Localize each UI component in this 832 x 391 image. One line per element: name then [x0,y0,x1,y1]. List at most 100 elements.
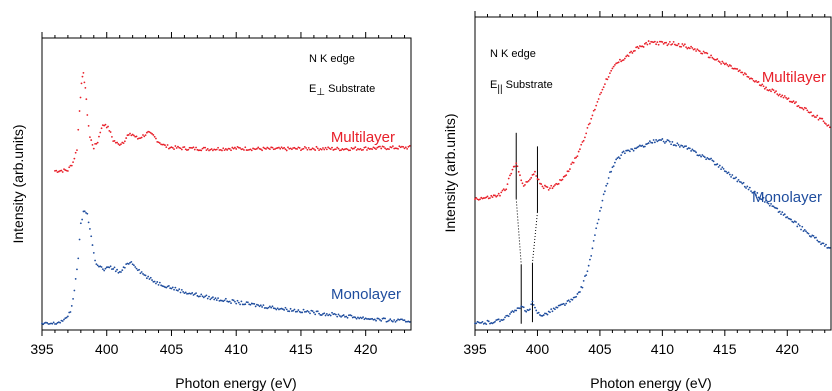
data-point [591,114,594,117]
data-point [602,86,605,89]
data-point [623,152,626,155]
data-point [402,145,405,148]
data-point [289,307,292,310]
data-point [217,297,219,299]
data-point [524,309,526,312]
data-point [782,96,785,99]
right-x-tick-label: 410 [651,341,675,357]
data-point [691,47,694,49]
data-point [244,146,247,149]
data-point [279,147,282,150]
data-point [327,146,330,149]
data-point [547,188,550,191]
right-pol-sub: || [497,84,502,95]
data-point [73,289,76,292]
data-point [698,154,701,157]
data-point [648,42,651,45]
data-point [306,309,309,312]
data-point [231,146,234,149]
data-point [355,317,358,320]
data-point [253,303,256,305]
data-point [380,319,383,322]
data-point [623,57,626,60]
data-point [215,148,218,151]
data-point [738,69,741,72]
data-point [138,137,141,140]
data-point [545,312,548,315]
data-point [737,70,740,73]
data-point [140,136,143,139]
data-point [138,268,141,271]
data-point [747,188,750,191]
data-point [752,79,755,82]
data-point [733,177,736,180]
data-point [85,98,88,101]
right-x-tick-label: 405 [588,341,612,357]
data-point [537,178,540,181]
data-point [695,151,697,154]
data-point [217,146,219,149]
data-point [655,139,658,141]
data-point [682,44,685,47]
data-point [112,268,115,270]
data-point [653,40,656,43]
data-point [174,286,177,289]
data-point [276,307,279,310]
data-point [373,318,376,321]
data-point [801,107,804,110]
data-point [130,261,133,263]
data-point [105,126,108,129]
data-point [662,140,665,143]
data-point [223,299,226,302]
data-point [171,146,174,149]
data-point [371,148,374,151]
data-point [230,302,232,305]
data-point [350,146,353,149]
data-point [127,263,130,265]
data-point [812,234,815,237]
data-point [55,323,58,325]
data-point [504,316,506,319]
data-point [235,148,238,150]
data-point [760,84,762,87]
data-point [72,161,74,164]
data-point [479,198,481,201]
data-point [622,59,625,61]
data-point [502,318,505,321]
data-point [596,222,599,225]
data-point [671,141,674,143]
data-point [614,161,616,164]
data-point [667,43,670,45]
data-point [214,297,217,300]
data-point [587,123,590,126]
data-point [329,148,332,151]
data-point [267,306,270,309]
data-point [113,266,116,269]
data-point [347,149,350,152]
data-point [403,147,406,150]
data-point [797,104,800,107]
data-point [489,197,491,199]
data-point [134,266,137,268]
data-point [297,309,300,311]
data-point [391,320,394,323]
data-point [312,311,315,314]
right-edge-annotation: N K edge [490,48,536,60]
data-point [268,148,271,151]
data-point [766,201,769,204]
data-point [241,303,244,306]
data-point [189,293,192,295]
left-series [41,71,411,326]
data-point [199,295,201,298]
data-point [156,281,159,283]
data-point [285,149,288,152]
data-point [526,180,529,183]
data-point [594,108,596,111]
data-point [158,281,161,284]
data-point [224,148,227,150]
data-point [226,149,229,151]
data-point [565,302,568,305]
data-point [360,317,363,320]
data-point [89,136,91,139]
